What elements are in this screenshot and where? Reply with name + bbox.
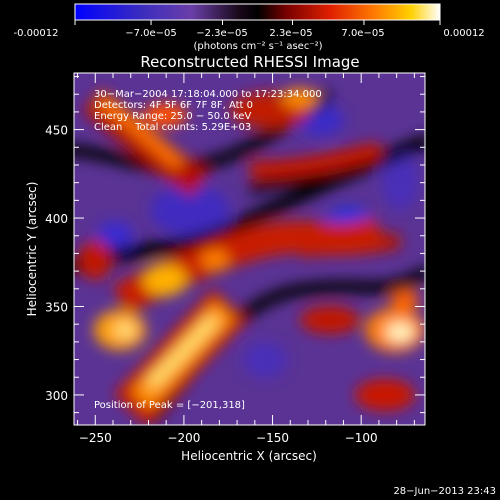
colorbar-tick-label: 2.3e−05 xyxy=(269,28,312,39)
info-line-time: 30−Mar−2004 17:18:04.000 to 17:23:34.000 xyxy=(94,89,322,100)
colorbar-tick-label: -0.00012 xyxy=(14,28,59,39)
x-axis-label: Heliocentric X (arcsec) xyxy=(181,449,317,463)
colorbar-tick-label: −7.0e−05 xyxy=(125,28,177,39)
footer-timestamp: 28−Jun−2013 23:43 xyxy=(393,486,496,497)
y-tick-label: 450 xyxy=(45,124,68,138)
colorbar-tick-label: 0.00012 xyxy=(443,28,484,39)
y-axis: 300 350 400 450 xyxy=(45,76,425,414)
colorbar-tick-label: 7.0e−05 xyxy=(341,28,384,39)
colorbar-gradient xyxy=(74,3,441,21)
heatmap-image xyxy=(74,73,425,425)
colorbar-unit-label: (photons cm⁻² s⁻¹ asec⁻²) xyxy=(193,41,322,52)
y-tick-label: 300 xyxy=(45,389,68,403)
y-tick-label: 350 xyxy=(45,300,68,314)
peak-position-label: Position of Peak = [−201,318] xyxy=(94,400,245,411)
chart-title: Reconstructed RHESSI Image xyxy=(140,53,359,71)
y-tick-label: 400 xyxy=(45,212,68,226)
y-axis-label: Heliocentric Y (arcsec) xyxy=(25,182,39,317)
x-tick-label: −250 xyxy=(79,431,112,445)
info-line-energy: Energy Range: 25.0 − 50.0 keV xyxy=(94,111,251,122)
x-axis: −250 −200 −150 −100 xyxy=(77,73,415,445)
x-tick-label: −150 xyxy=(256,431,289,445)
info-line-detectors: Detectors: 4F 5F 6F 7F 8F, Att 0 xyxy=(94,100,253,111)
x-tick-label: −200 xyxy=(167,431,200,445)
colorbar: -0.00012 −7.0e−05 −2.3e−05 2.3e−05 7.0e−… xyxy=(14,3,485,52)
info-line-counts: Clean Total counts: 5.29E+03 xyxy=(94,122,251,133)
plot-frame xyxy=(73,72,426,426)
colorbar-ticks xyxy=(74,20,441,25)
colorbar-tick-label: −2.3e−05 xyxy=(196,28,248,39)
observation-info: 30−Mar−2004 17:18:04.000 to 17:23:34.000… xyxy=(94,89,322,133)
x-tick-label: −100 xyxy=(345,431,378,445)
